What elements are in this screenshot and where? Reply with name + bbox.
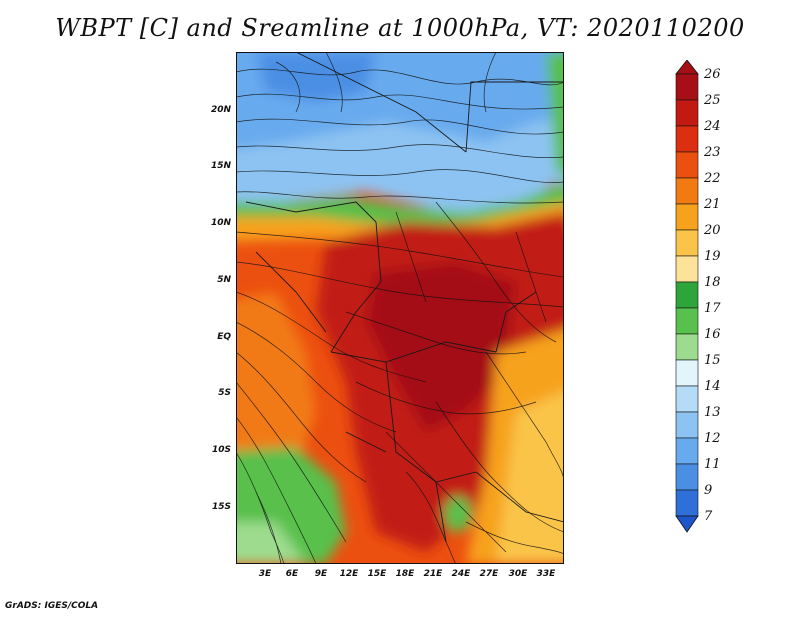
lon-label-24e: 24E (451, 569, 471, 579)
colorbar-swatch (675, 385, 699, 413)
colorbar-swatch (675, 489, 699, 517)
colorbar-label: 9 (704, 483, 712, 498)
colorbar-label: 7 (704, 509, 713, 524)
yellow-se-light (496, 391, 564, 564)
colorbar-label: 11 (704, 457, 721, 472)
green-ne (546, 52, 564, 175)
lat-label-10n: 10N (210, 218, 231, 228)
orange-west (236, 292, 316, 472)
lon-label-27e: 27E (479, 569, 499, 579)
colorbar-swatch (675, 307, 699, 335)
colorbar-label: 19 (704, 249, 721, 264)
colorbar-swatch (675, 437, 699, 465)
colorbar-label: 22 (703, 171, 721, 186)
colorbar-swatch (675, 177, 699, 205)
colorbar-label: 12 (704, 431, 721, 446)
colorbar-label: 13 (704, 405, 721, 420)
colorbar-swatch (675, 125, 699, 153)
colorbar-label: 21 (703, 197, 721, 212)
colorbar-label: 26 (703, 67, 721, 82)
lat-label-15s: 15S (211, 502, 231, 512)
lon-label-30e: 30E (508, 569, 528, 579)
lat-label-5s: 5S (218, 388, 231, 398)
colorbar-swatch (675, 411, 699, 439)
lat-label-15n: 15N (210, 161, 231, 171)
lat-label-10s: 10S (211, 445, 231, 455)
colorbar-label: 25 (703, 93, 721, 108)
map-panel (236, 52, 564, 564)
colorbar-swatch (675, 229, 699, 257)
colorbar-top-arrow (675, 59, 699, 75)
colorbar-label: 23 (703, 145, 721, 160)
green-band (236, 182, 564, 227)
lon-label-18e: 18E (395, 569, 415, 579)
colorbar-label: 24 (703, 119, 721, 134)
colorbar-swatch (675, 203, 699, 231)
lat-label-5n: 5N (217, 275, 231, 285)
lat-label-20n: 20N (210, 105, 231, 115)
colorbar-swatch (675, 151, 699, 179)
map-title: WBPT [C] and Sreamline at 1000hPa, VT: 2… (55, 14, 745, 42)
credit-label: GrADS: IGES/COLA (5, 601, 99, 611)
map-frame (236, 52, 564, 564)
green-patch (444, 496, 472, 532)
green-sw-light (236, 522, 306, 564)
colorbar-swatch (675, 463, 699, 491)
cool-region-core (256, 52, 376, 102)
lon-label-6e: 6E (285, 569, 299, 579)
colorbar-label: 20 (703, 223, 721, 238)
lon-label-33e: 33E (536, 569, 556, 579)
warmest-core (366, 262, 516, 432)
colorbar-legend: 26 25 24 23 22 21 20 19 18 17 16 15 14 13 12 11 9 7 (664, 59, 744, 560)
colorbar-swatch (675, 73, 699, 101)
lon-label-15e: 15E (367, 569, 387, 579)
lon-label-3e: 3E (258, 569, 272, 579)
colorbar-bottom-arrow (675, 515, 699, 533)
colorbar-label: 17 (704, 301, 721, 316)
lon-label-9e: 9E (314, 569, 328, 579)
country-borders (245, 52, 564, 543)
colorbar-swatch (675, 359, 699, 387)
colorbar-label: 15 (704, 353, 721, 368)
colorbar-label: 16 (704, 327, 721, 342)
lat-label-eq: EQ (217, 332, 231, 342)
colorbar-label: 14 (704, 379, 721, 394)
colorbar-swatch (675, 99, 699, 127)
colorbar-swatch (675, 281, 699, 309)
colorbar-label: 18 (704, 275, 721, 290)
lon-label-21e: 21E (423, 569, 443, 579)
streamlines (236, 52, 564, 564)
colorbar-swatch (675, 333, 699, 361)
lon-label-12e: 12E (339, 569, 359, 579)
colorbar-swatch (675, 255, 699, 283)
